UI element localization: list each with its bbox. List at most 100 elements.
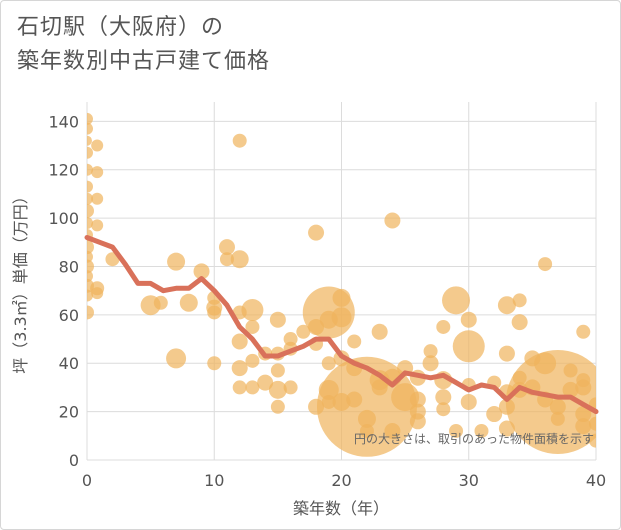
data-point bbox=[91, 192, 104, 205]
data-point bbox=[87, 259, 94, 274]
data-point bbox=[232, 133, 247, 148]
data-point bbox=[232, 305, 247, 320]
data-point bbox=[87, 240, 94, 255]
data-point bbox=[87, 305, 94, 320]
data-point bbox=[231, 360, 248, 377]
data-point bbox=[257, 374, 274, 391]
data-point bbox=[549, 398, 566, 415]
data-point bbox=[218, 239, 235, 256]
data-point bbox=[245, 353, 260, 368]
data-point bbox=[219, 252, 234, 267]
y-tick-label: 120 bbox=[48, 161, 79, 180]
data-point bbox=[474, 423, 489, 438]
y-axis-label: 坪（3.3㎡）単価（万円） bbox=[11, 188, 30, 373]
chart-title-line2: 築年数別中古戸建て価格 bbox=[17, 49, 271, 74]
data-point bbox=[550, 411, 565, 426]
data-point bbox=[409, 391, 426, 408]
data-point bbox=[167, 252, 186, 271]
data-point bbox=[318, 379, 339, 400]
data-point bbox=[359, 423, 374, 438]
data-point bbox=[207, 305, 222, 320]
data-point bbox=[308, 224, 325, 241]
data-point bbox=[498, 420, 515, 437]
data-point bbox=[87, 122, 93, 135]
y-tick-label: 40 bbox=[59, 354, 79, 373]
y-tick-labels: 0 20 40 60 80 100 120 140 bbox=[48, 112, 79, 470]
data-point bbox=[497, 296, 516, 315]
y-tick-label: 100 bbox=[48, 209, 79, 228]
data-point bbox=[91, 219, 104, 232]
x-tick-labels: 0 10 20 30 40 bbox=[82, 471, 606, 490]
data-point bbox=[87, 163, 93, 176]
data-point bbox=[87, 203, 94, 218]
data-point bbox=[460, 393, 477, 410]
data-point bbox=[179, 293, 198, 312]
data-point bbox=[589, 433, 596, 448]
data-point bbox=[562, 381, 579, 398]
data-point bbox=[436, 319, 451, 334]
data-point bbox=[347, 334, 362, 349]
data-point bbox=[231, 333, 248, 350]
data-point bbox=[435, 389, 452, 406]
data-point bbox=[575, 418, 592, 435]
y-tick-label: 0 bbox=[69, 451, 79, 470]
data-point bbox=[241, 299, 264, 322]
data-point bbox=[270, 399, 285, 414]
data-point bbox=[576, 324, 591, 339]
x-tick-label: 40 bbox=[586, 471, 606, 490]
data-point bbox=[498, 398, 515, 415]
data-point bbox=[87, 146, 93, 159]
x-tick-label: 20 bbox=[331, 471, 351, 490]
data-point bbox=[321, 356, 336, 371]
data-point bbox=[442, 286, 471, 315]
data-point bbox=[87, 289, 93, 302]
y-tick-label: 20 bbox=[59, 403, 79, 422]
data-point bbox=[498, 345, 515, 362]
data-point bbox=[371, 379, 388, 396]
x-tick-label: 30 bbox=[459, 471, 479, 490]
data-point bbox=[232, 380, 247, 395]
data-point bbox=[524, 350, 541, 367]
data-point bbox=[409, 413, 426, 430]
data-point bbox=[332, 392, 351, 411]
data-point bbox=[449, 423, 464, 438]
data-point bbox=[269, 311, 286, 328]
data-point bbox=[268, 380, 287, 399]
bubble-size-note: 円の大きさは、取引のあった物件面積を示す bbox=[354, 431, 594, 446]
x-tick-label: 10 bbox=[204, 471, 224, 490]
data-point bbox=[511, 314, 528, 331]
chart-title: 石切駅（大阪府）の 築年数別中古戸建て価格 bbox=[17, 11, 270, 79]
data-point bbox=[87, 192, 93, 205]
data-point bbox=[486, 406, 503, 423]
x-axis-label: 築年数（年） bbox=[293, 499, 389, 518]
data-point bbox=[87, 112, 93, 125]
data-point bbox=[296, 324, 311, 339]
data-point bbox=[308, 398, 325, 415]
y-tick-label: 80 bbox=[59, 257, 79, 276]
y-tick-label: 140 bbox=[48, 112, 79, 131]
data-point bbox=[563, 363, 578, 378]
data-point bbox=[87, 250, 93, 263]
data-point bbox=[357, 409, 376, 428]
trend-line bbox=[84, 235, 599, 415]
data-point bbox=[283, 332, 298, 347]
data-point bbox=[91, 139, 104, 152]
data-point bbox=[423, 344, 438, 359]
data-point bbox=[371, 323, 388, 340]
data-point bbox=[87, 180, 93, 193]
data-point bbox=[91, 287, 104, 300]
data-point bbox=[575, 406, 592, 423]
data-point bbox=[91, 166, 104, 179]
data-point bbox=[422, 355, 439, 372]
chart-title-line1: 石切駅（大阪府）の bbox=[17, 15, 225, 40]
y-tick-label: 60 bbox=[59, 306, 79, 325]
data-point bbox=[384, 212, 401, 229]
data-point bbox=[346, 391, 363, 408]
data-point bbox=[245, 319, 260, 334]
data-point bbox=[538, 257, 553, 272]
data-point bbox=[308, 318, 325, 335]
data-point bbox=[207, 356, 222, 371]
data-point bbox=[460, 311, 477, 328]
data-point bbox=[270, 363, 285, 378]
data-point bbox=[166, 348, 187, 369]
